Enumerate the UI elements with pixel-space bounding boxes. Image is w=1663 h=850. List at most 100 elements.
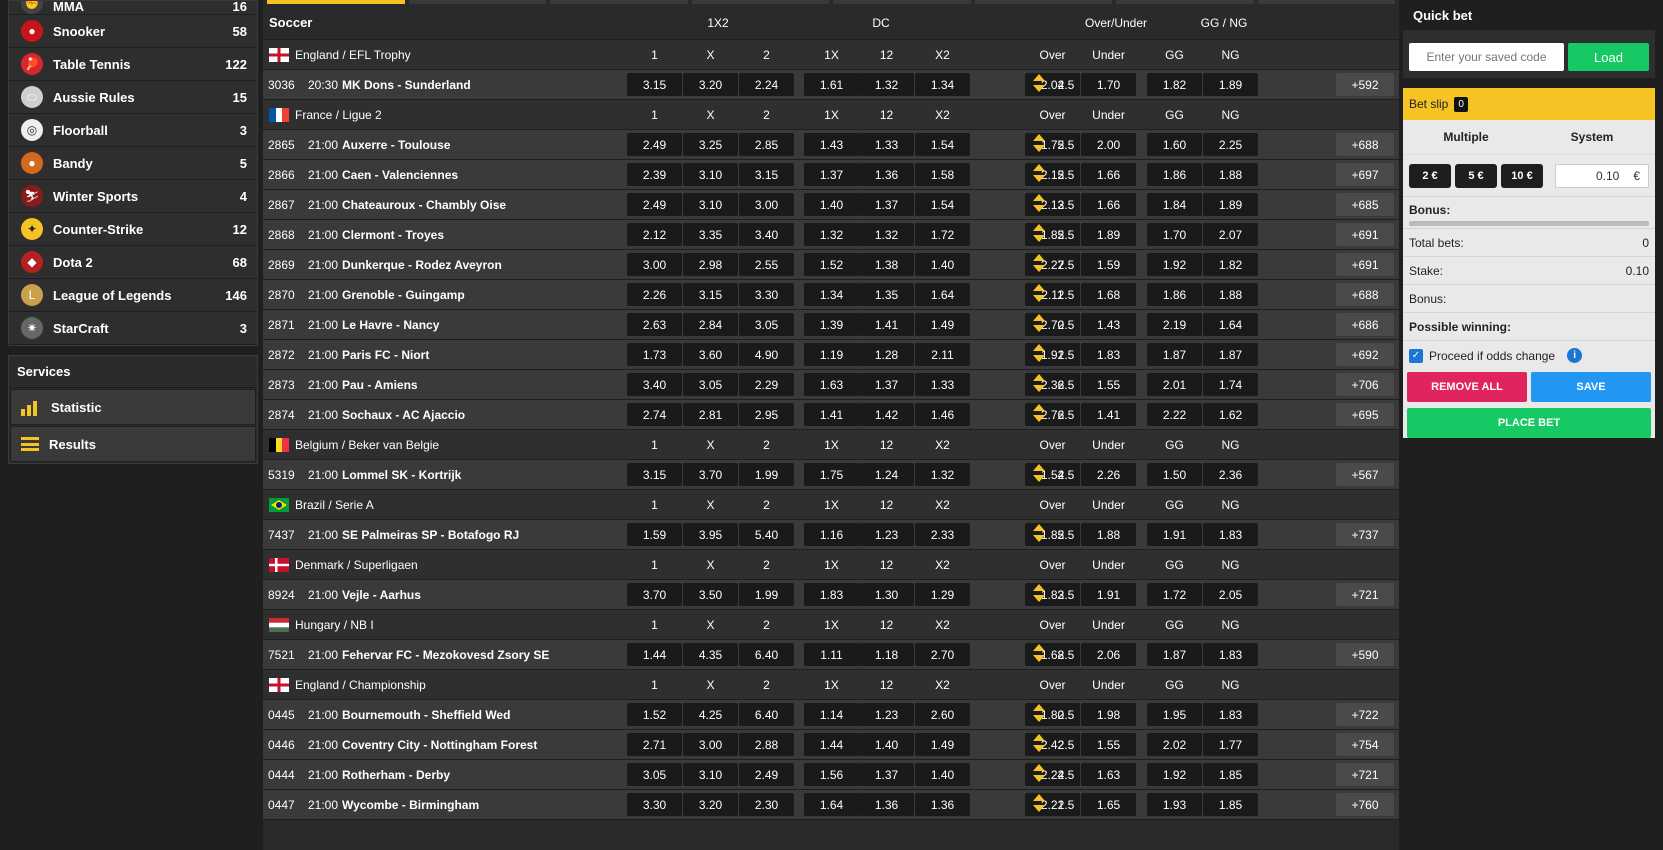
- line-stepper-icon[interactable]: [1033, 764, 1045, 786]
- odd-button[interactable]: 1.14: [804, 703, 859, 726]
- place-bet-button[interactable]: PLACE BET: [1407, 408, 1651, 438]
- odd-button[interactable]: 1.64: [804, 793, 859, 816]
- odd-button[interactable]: 1.89: [1203, 73, 1258, 96]
- odd-button[interactable]: 1.40: [915, 763, 970, 786]
- odd-button[interactable]: 2.25: [1203, 133, 1258, 156]
- odd-button[interactable]: 1.83: [1203, 643, 1258, 666]
- odd-button[interactable]: 1.91: [1147, 523, 1202, 546]
- odd-button[interactable]: 2.71: [627, 733, 682, 756]
- odd-button[interactable]: 1.43: [804, 133, 859, 156]
- odd-button[interactable]: 3.30: [739, 283, 794, 306]
- more-markets-button[interactable]: +722: [1336, 703, 1394, 726]
- sport-item[interactable]: ✷ StarCraft 3: [9, 312, 257, 345]
- odd-button[interactable]: 1.83: [1203, 523, 1258, 546]
- odd-button[interactable]: 1.66: [1081, 163, 1136, 186]
- odd-button[interactable]: 3.10: [683, 163, 738, 186]
- odd-button[interactable]: 1.60: [1147, 133, 1202, 156]
- info-icon[interactable]: i: [1567, 348, 1583, 363]
- odd-button[interactable]: 1.64: [1203, 313, 1258, 336]
- odd-button[interactable]: 2.98: [683, 253, 738, 276]
- more-markets-button[interactable]: +697: [1336, 163, 1394, 186]
- line-stepper-icon[interactable]: [1033, 254, 1045, 276]
- saved-code-input[interactable]: [1409, 43, 1564, 71]
- odd-button[interactable]: 1.55: [1081, 733, 1136, 756]
- more-markets-button[interactable]: +737: [1336, 523, 1394, 546]
- sport-item[interactable]: ⛷ Winter Sports 4: [9, 180, 257, 213]
- odd-button[interactable]: 2.19: [1147, 313, 1202, 336]
- odd-button[interactable]: 2.30: [739, 793, 794, 816]
- odd-button[interactable]: 1.43: [1081, 313, 1136, 336]
- odd-button[interactable]: 1.83: [804, 583, 859, 606]
- odd-button[interactable]: 1.88: [1203, 283, 1258, 306]
- odd-button[interactable]: 2.24: [739, 73, 794, 96]
- line-stepper-icon[interactable]: [1033, 734, 1045, 756]
- odd-button[interactable]: 1.85: [1203, 793, 1258, 816]
- odd-button[interactable]: 1.89: [1203, 193, 1258, 216]
- odd-button[interactable]: 3.15: [739, 163, 794, 186]
- match-teams[interactable]: Rotherham - Derby: [342, 767, 451, 782]
- line-stepper-icon[interactable]: [1033, 314, 1045, 336]
- match-teams[interactable]: Paris FC - Niort: [342, 347, 430, 362]
- odd-button[interactable]: 1.70: [1147, 223, 1202, 246]
- more-markets-button[interactable]: +685: [1336, 193, 1394, 216]
- match-teams[interactable]: Chateauroux - Chambly Oise: [342, 197, 507, 212]
- odd-button[interactable]: 3.10: [683, 193, 738, 216]
- odd-button[interactable]: 1.35: [859, 283, 914, 306]
- odd-button[interactable]: 1.32: [859, 223, 914, 246]
- odd-button[interactable]: 1.37: [804, 163, 859, 186]
- odd-button[interactable]: 1.83: [1081, 343, 1136, 366]
- sport-item[interactable]: ⬭ Aussie Rules 15: [9, 81, 257, 114]
- odd-button[interactable]: 1.89: [1081, 223, 1136, 246]
- odd-button[interactable]: 3.00: [627, 253, 682, 276]
- odd-button[interactable]: 1.65: [1081, 793, 1136, 816]
- tab-6[interactable]: [974, 0, 1112, 4]
- more-markets-button[interactable]: +760: [1336, 793, 1394, 816]
- odd-button[interactable]: 2.29: [739, 373, 794, 396]
- odd-button[interactable]: 1.54: [915, 193, 970, 216]
- odd-button[interactable]: 1.77: [1203, 733, 1258, 756]
- odd-button[interactable]: 1.18: [859, 643, 914, 666]
- odd-button[interactable]: 1.64: [915, 283, 970, 306]
- odd-button[interactable]: 1.36: [859, 793, 914, 816]
- odd-button[interactable]: 1.41: [1081, 403, 1136, 426]
- sport-item[interactable]: ● Bandy 5: [9, 147, 257, 180]
- line-stepper-icon[interactable]: [1033, 134, 1045, 156]
- sport-item[interactable]: 🏓 Table Tennis 122: [9, 48, 257, 81]
- odd-button[interactable]: 2.85: [739, 133, 794, 156]
- odd-button[interactable]: 3.10: [683, 763, 738, 786]
- odd-button[interactable]: 1.82: [1147, 73, 1202, 96]
- odd-button[interactable]: 3.05: [627, 763, 682, 786]
- more-markets-button[interactable]: +686: [1336, 313, 1394, 336]
- odd-button[interactable]: 1.40: [859, 733, 914, 756]
- odd-button[interactable]: 2.22: [1147, 403, 1202, 426]
- odd-button[interactable]: 1.44: [627, 643, 682, 666]
- odd-button[interactable]: 2.06: [1081, 643, 1136, 666]
- odd-button[interactable]: 3.70: [683, 463, 738, 486]
- odd-button[interactable]: 1.37: [859, 193, 914, 216]
- stake-input[interactable]: 0.10 €: [1555, 163, 1649, 188]
- odd-button[interactable]: 1.44: [804, 733, 859, 756]
- odd-button[interactable]: 2.26: [627, 283, 682, 306]
- odd-button[interactable]: 1.52: [804, 253, 859, 276]
- match-teams[interactable]: Caen - Valenciennes: [342, 167, 459, 182]
- tab-1[interactable]: [267, 0, 405, 4]
- odd-button[interactable]: 1.74: [1203, 373, 1258, 396]
- tab-3[interactable]: [550, 0, 688, 4]
- match-teams[interactable]: MK Dons - Sunderland: [342, 77, 471, 92]
- odd-button[interactable]: 2.60: [915, 703, 970, 726]
- odd-button[interactable]: 3.60: [683, 343, 738, 366]
- more-markets-button[interactable]: +592: [1336, 73, 1394, 96]
- odd-button[interactable]: 1.68: [1081, 283, 1136, 306]
- odd-button[interactable]: 1.72: [1147, 583, 1202, 606]
- odd-button[interactable]: 1.58: [915, 163, 970, 186]
- odd-button[interactable]: 1.34: [915, 73, 970, 96]
- odd-button[interactable]: 1.95: [1147, 703, 1202, 726]
- odd-button[interactable]: 1.33: [915, 373, 970, 396]
- odd-button[interactable]: 1.28: [859, 343, 914, 366]
- odd-button[interactable]: 1.32: [915, 463, 970, 486]
- remove-all-button[interactable]: REMOVE ALL: [1407, 372, 1527, 402]
- odd-button[interactable]: 1.98: [1081, 703, 1136, 726]
- odd-button[interactable]: 2.12: [627, 223, 682, 246]
- odd-button[interactable]: 6.40: [739, 643, 794, 666]
- odd-button[interactable]: 1.70: [1081, 73, 1136, 96]
